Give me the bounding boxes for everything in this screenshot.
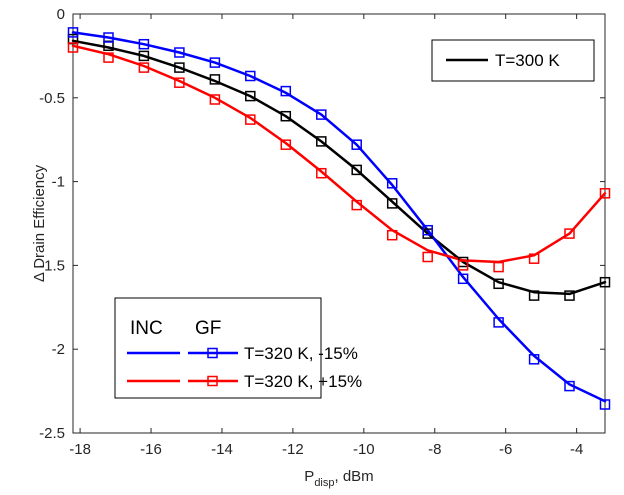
legend-row1-gf-marker bbox=[207, 347, 218, 359]
legend-top-right-label: T=300 K bbox=[495, 51, 560, 70]
data-point-t-320-k-15 bbox=[457, 260, 469, 271]
legend-column-inc: INC bbox=[130, 318, 163, 339]
data-point-t-300-k bbox=[138, 50, 150, 62]
data-point-t-320-k-15 bbox=[103, 52, 114, 63]
x-axis-label-main: P bbox=[304, 468, 314, 485]
data-point-t-320-k-15 bbox=[174, 77, 185, 88]
y-tick-label: -1.5 bbox=[39, 257, 65, 274]
data-point-t-300-k bbox=[174, 62, 185, 73]
data-point-t-320-k-15 bbox=[209, 57, 221, 68]
x-tick-label: -10 bbox=[353, 441, 375, 458]
x-tick-label: -8 bbox=[428, 441, 441, 458]
data-point-t-300-k bbox=[564, 290, 575, 301]
y-tick-label: -1 bbox=[52, 174, 65, 191]
data-point-t-320-k-15 bbox=[351, 199, 362, 211]
data-point-t-300-k bbox=[245, 90, 256, 102]
x-axis-label: Pdisp, dBm bbox=[304, 468, 373, 489]
y-tick-label: 0 bbox=[57, 6, 65, 23]
data-point-t-320-k-15 bbox=[386, 229, 398, 241]
x-tick-label: -14 bbox=[211, 441, 233, 458]
data-point-t-320-k-15 bbox=[599, 399, 611, 410]
data-point-t-300-k bbox=[493, 278, 504, 290]
data-point-t-320-k-15 bbox=[67, 27, 79, 38]
data-point-t-320-k-15 bbox=[174, 47, 185, 58]
data-point-t-320-k-15 bbox=[138, 38, 150, 50]
data-point-t-320-k-15 bbox=[493, 261, 504, 273]
legend-column-gf: GF bbox=[195, 318, 221, 339]
data-point-t-320-k-15 bbox=[245, 114, 256, 125]
data-point-t-320-k-15 bbox=[493, 317, 504, 328]
series-line-t-320-k-15 bbox=[71, 31, 607, 403]
data-point-t-300-k bbox=[386, 198, 398, 209]
x-axis-label-tail: , dBm bbox=[335, 468, 374, 485]
data-point-t-300-k bbox=[280, 110, 292, 122]
data-point-t-300-k bbox=[316, 136, 327, 147]
data-point-t-300-k bbox=[599, 276, 611, 288]
data-point-t-320-k-15 bbox=[351, 139, 362, 150]
series-line-t-300-k bbox=[71, 39, 607, 296]
y-tick-label: -2.5 bbox=[39, 425, 65, 442]
data-point-t-320-k-15 bbox=[103, 32, 114, 43]
data-point-t-320-k-15 bbox=[599, 188, 611, 199]
legend-top-right: T=300 K bbox=[431, 39, 595, 82]
data-point-t-320-k-15 bbox=[280, 85, 292, 97]
data-point-t-320-k-15 bbox=[528, 253, 540, 264]
legend-row1-label: T=320 K, -15% bbox=[244, 344, 358, 363]
y-tick-label: -2 bbox=[52, 341, 65, 358]
x-tick-label: -6 bbox=[499, 441, 512, 458]
data-point-t-320-k-15 bbox=[316, 167, 327, 179]
data-point-t-320-k-15 bbox=[386, 178, 398, 189]
x-axis-label-subscript: disp bbox=[314, 477, 334, 489]
data-point-t-320-k-15 bbox=[280, 139, 292, 150]
x-tick-label: -12 bbox=[282, 441, 304, 458]
x-tick-label: -18 bbox=[69, 441, 91, 458]
data-point-t-300-k bbox=[528, 290, 540, 301]
data-point-t-320-k-15 bbox=[138, 62, 150, 73]
y-tick-label: -0.5 bbox=[39, 90, 65, 107]
legend-row2-label: T=320 K, +15% bbox=[244, 372, 362, 391]
data-point-t-300-k bbox=[209, 74, 221, 85]
data-point-t-320-k-15 bbox=[316, 109, 327, 120]
y-axis-label: Δ Drain Efficiency bbox=[31, 164, 48, 282]
axis-ticks: -18 -16 -14 -12 -10 -8 -6 -4 0 -0.5 -1 -1.5 -2 -2.5 bbox=[39, 6, 605, 458]
x-tick-label: -16 bbox=[140, 441, 162, 458]
data-point-t-320-k-15 bbox=[422, 224, 433, 236]
x-tick-label: -4 bbox=[570, 441, 583, 458]
data-point-t-320-k-15 bbox=[564, 228, 575, 239]
series-lines bbox=[71, 31, 607, 403]
legend-row2-gf-marker bbox=[207, 375, 218, 387]
data-point-t-320-k-15 bbox=[564, 380, 575, 392]
legend-bottom-left: INC GF T=320 K, -15% T=320 K, +15% bbox=[114, 297, 362, 399]
data-point-t-320-k-15 bbox=[209, 94, 221, 105]
data-point-t-300-k bbox=[351, 164, 362, 176]
data-point-t-320-k-15 bbox=[528, 354, 540, 365]
series-markers bbox=[67, 27, 611, 410]
series-line-t-320-k-15 bbox=[71, 44, 607, 264]
data-point-t-320-k-15 bbox=[245, 70, 256, 82]
data-point-t-320-k-15 bbox=[457, 273, 469, 285]
data-point-t-320-k-15 bbox=[422, 251, 433, 263]
data-point-t-320-k-15 bbox=[67, 42, 79, 53]
